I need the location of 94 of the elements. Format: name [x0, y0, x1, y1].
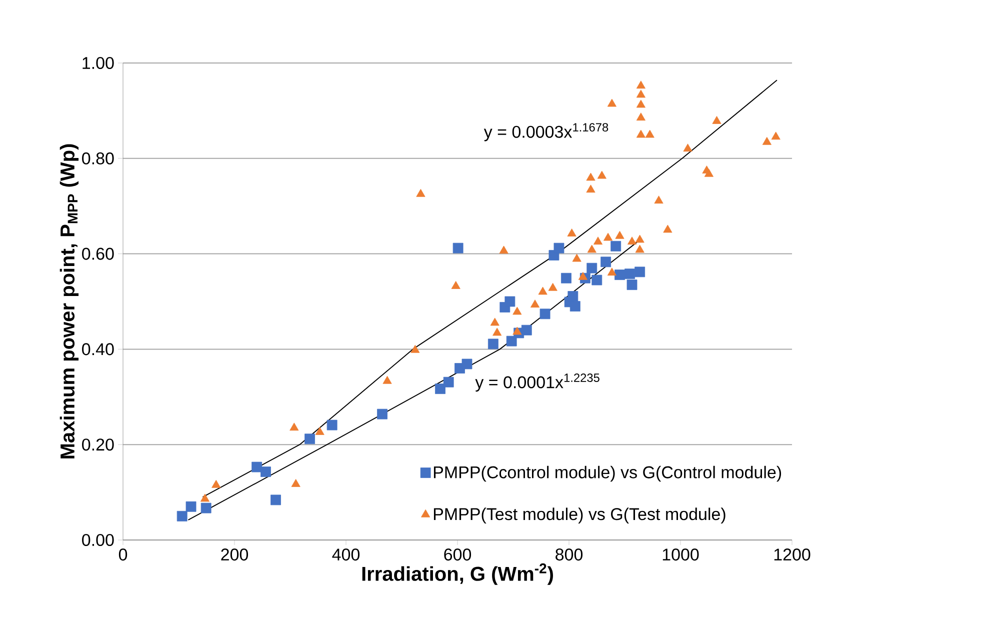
x-tick-label: 1200 — [774, 548, 810, 561]
point — [443, 376, 454, 388]
point — [600, 256, 612, 268]
point — [627, 236, 637, 245]
point — [597, 170, 606, 179]
point — [586, 184, 596, 193]
point — [504, 296, 516, 307]
point — [530, 300, 540, 308]
point — [607, 98, 616, 107]
point — [462, 358, 472, 370]
y-tick-label: 0.00 — [82, 534, 114, 546]
point — [567, 228, 576, 236]
point — [604, 232, 613, 241]
point — [615, 230, 624, 239]
point — [636, 130, 646, 138]
point — [572, 254, 582, 262]
point — [270, 494, 281, 506]
legend-label: PMPP(Ccontrol module) vs G(Control module) — [434, 466, 782, 482]
point — [291, 478, 300, 487]
point — [654, 196, 664, 204]
point — [377, 408, 388, 420]
point — [636, 90, 646, 98]
point — [586, 262, 598, 274]
point — [614, 270, 625, 280]
point — [492, 328, 502, 336]
point — [200, 502, 212, 514]
point — [452, 242, 464, 254]
point — [570, 301, 580, 312]
point — [624, 268, 635, 280]
x-tick-label: 800 — [556, 548, 583, 561]
x-axis-title: Irradiation, G (Wm$^{-2}$) — [362, 563, 553, 585]
point — [548, 282, 558, 291]
point — [499, 246, 508, 254]
point — [554, 242, 564, 254]
point — [435, 384, 446, 394]
y-tick-label: 0.40 — [82, 343, 114, 356]
point — [252, 462, 262, 472]
point — [683, 144, 692, 152]
x-tick-label: 0 — [118, 548, 128, 561]
point — [663, 224, 672, 233]
point — [578, 272, 588, 280]
point — [636, 112, 646, 121]
x-tick-label: 1000 — [662, 548, 699, 561]
point — [762, 136, 772, 145]
point — [712, 116, 722, 124]
point — [512, 306, 522, 315]
x-tick-label: 400 — [332, 548, 360, 561]
point — [512, 326, 522, 335]
point — [568, 291, 578, 302]
point — [521, 324, 532, 336]
point — [176, 510, 188, 522]
point — [416, 188, 426, 197]
y-axis-title: Maximum power point, P$_{MPP}$ (Wp) — [60, 144, 79, 458]
point — [586, 172, 596, 181]
point — [587, 244, 596, 253]
point — [538, 286, 548, 295]
point — [636, 80, 646, 89]
point — [645, 130, 654, 138]
point — [635, 244, 644, 253]
point — [593, 236, 603, 245]
point — [304, 434, 315, 444]
point — [634, 266, 646, 278]
point — [212, 480, 221, 488]
point — [592, 274, 602, 286]
point — [186, 501, 196, 512]
point — [451, 281, 460, 289]
x-tick-label: 200 — [221, 548, 248, 561]
point — [561, 272, 572, 284]
point — [382, 376, 392, 384]
point — [636, 100, 646, 108]
point — [326, 420, 338, 430]
legend-label: PMPP(Test module) vs G(Test module) — [434, 508, 726, 524]
point — [610, 240, 622, 252]
annotation: y = 0.0003x$^{1.1678}$ — [484, 123, 608, 142]
y-tick-label: 0.20 — [82, 438, 114, 451]
annotation: y = 0.0001x$^{1.2235}$ — [475, 374, 600, 392]
point — [635, 234, 644, 243]
y-tick-label: 0.80 — [82, 152, 114, 164]
point — [410, 344, 420, 353]
point — [315, 426, 324, 435]
y-tick-label: 1.00 — [82, 56, 114, 70]
point — [540, 308, 550, 320]
x-tick-label: 600 — [444, 548, 472, 561]
y-tick-label: 0.60 — [82, 248, 114, 260]
point — [704, 168, 714, 177]
point — [260, 466, 271, 477]
point — [488, 338, 498, 350]
point — [290, 422, 299, 431]
point — [771, 132, 780, 140]
point — [626, 280, 638, 290]
point — [490, 318, 500, 326]
point — [506, 336, 517, 346]
point — [607, 268, 616, 276]
point — [200, 494, 210, 502]
